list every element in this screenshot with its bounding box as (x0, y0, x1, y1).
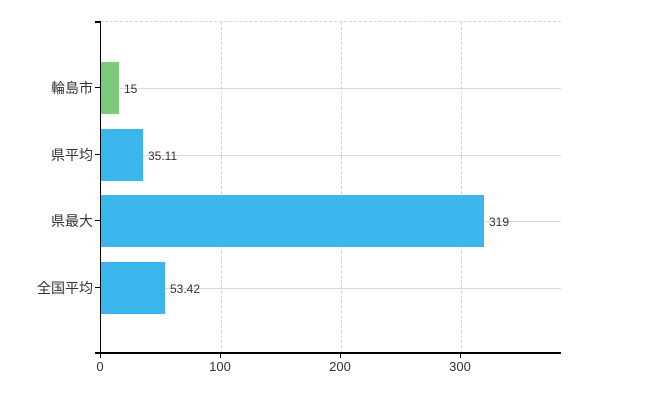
category-label: 輪島市 (51, 80, 93, 96)
x-axis-tick-label: 100 (209, 359, 231, 374)
x-axis-tick (340, 353, 341, 358)
gridline-vertical (341, 22, 342, 353)
x-axis-tick-label: 200 (329, 359, 351, 374)
value-label: 53.42 (170, 282, 201, 296)
gridline-horizontal (101, 155, 561, 156)
bar-0 (101, 62, 119, 114)
value-label: 35.11 (148, 149, 178, 163)
x-axis-tick (220, 353, 221, 358)
gridline-horizontal (101, 288, 561, 289)
gridline-vertical (221, 22, 222, 353)
x-axis-tick (460, 353, 461, 358)
y-axis-top-tick (95, 21, 101, 23)
category-label: 県最大 (51, 213, 93, 229)
category-tick (95, 87, 100, 88)
bar-1 (101, 129, 143, 181)
value-label: 15 (124, 82, 138, 96)
category-label: 県平均 (51, 147, 93, 163)
value-label: 319 (489, 215, 510, 229)
x-axis-tick (100, 353, 101, 358)
gridline-vertical (461, 22, 462, 353)
x-axis-line (95, 352, 561, 354)
category-tick (95, 287, 100, 288)
plot-area: 15 35.11 319 53.42 (100, 21, 561, 353)
x-axis-tick-label: 300 (449, 359, 471, 374)
gridline-horizontal (101, 88, 561, 89)
x-axis-tick-label: 0 (96, 359, 104, 374)
bar-2 (101, 195, 484, 247)
category-tick (95, 154, 100, 155)
category-label: 全国平均 (37, 280, 93, 296)
category-tick (95, 220, 100, 221)
bar-3 (101, 262, 165, 314)
